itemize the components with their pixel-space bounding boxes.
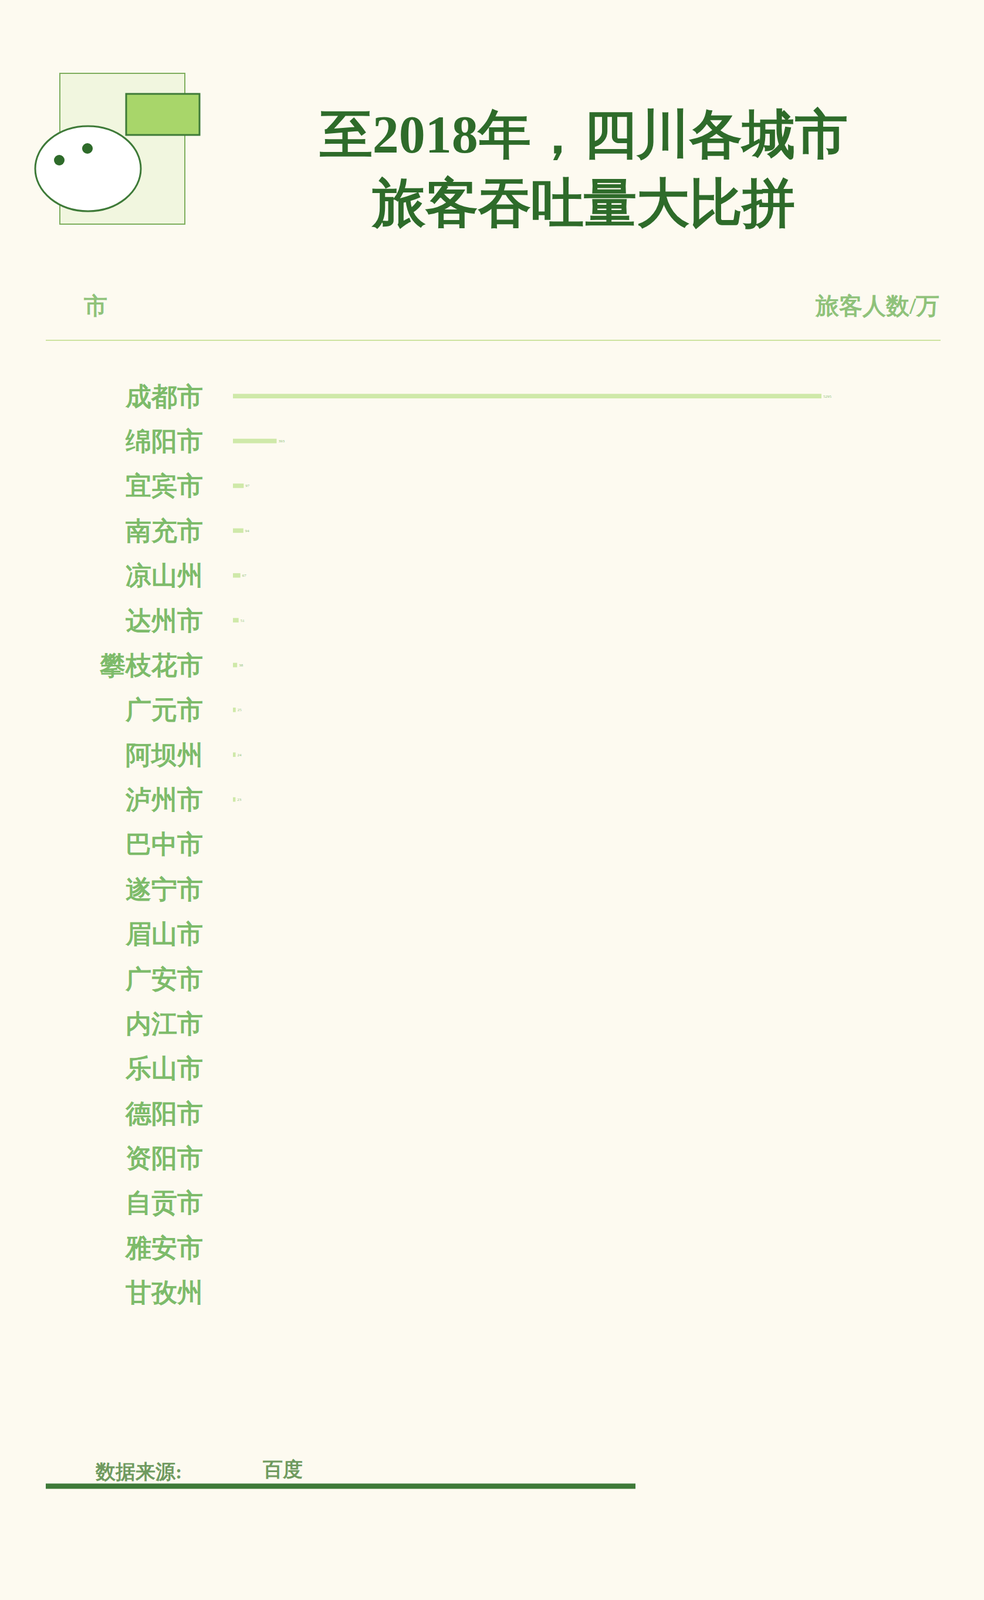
svg-text:乐山市: 乐山市 xyxy=(124,1054,204,1084)
svg-text:25: 25 xyxy=(237,707,242,713)
svg-text:雅安市: 雅安市 xyxy=(124,1233,204,1263)
svg-text:51: 51 xyxy=(240,618,245,623)
svg-text:南充市: 南充市 xyxy=(125,516,204,546)
svg-text:393: 393 xyxy=(278,438,285,444)
svg-text:67: 67 xyxy=(242,573,247,578)
svg-text:94: 94 xyxy=(245,528,250,534)
svg-text:自贡市: 自贡市 xyxy=(125,1188,204,1218)
svg-text:至2018年，四川各城市旅客吞吐量大比拼: 至2018年，四川各城市旅客吞吐量大比拼 xyxy=(319,105,848,233)
svg-text:97: 97 xyxy=(245,483,250,489)
svg-text:广元市: 广元市 xyxy=(124,695,204,725)
svg-text:百度: 百度 xyxy=(262,1458,303,1481)
svg-text:5295: 5295 xyxy=(823,394,832,399)
svg-text:23: 23 xyxy=(237,797,242,803)
svg-text:数据来源:: 数据来源: xyxy=(95,1461,182,1483)
svg-text:广安市: 广安市 xyxy=(124,965,204,994)
svg-text:宜宾市: 宜宾市 xyxy=(125,471,204,501)
svg-text:绵阳市: 绵阳市 xyxy=(124,427,204,456)
svg-text:24: 24 xyxy=(237,752,242,758)
svg-text:达州市: 达州市 xyxy=(125,606,204,636)
svg-text:眉山市: 眉山市 xyxy=(124,920,204,949)
svg-text:凉山州: 凉山州 xyxy=(125,561,204,591)
svg-text:泸州市: 泸州市 xyxy=(124,785,204,815)
svg-text:38: 38 xyxy=(238,663,243,668)
svg-text:成都市: 成都市 xyxy=(124,382,204,412)
svg-text:遂宁市: 遂宁市 xyxy=(125,875,204,905)
svg-text:市: 市 xyxy=(83,292,108,320)
svg-text:巴中市: 巴中市 xyxy=(125,830,204,860)
svg-text:攀枝花市: 攀枝花市 xyxy=(99,651,204,681)
svg-text:资阳市: 资阳市 xyxy=(125,1144,204,1173)
svg-text:德阳市: 德阳市 xyxy=(124,1099,204,1129)
svg-text:阿坝州: 阿坝州 xyxy=(125,741,204,770)
svg-text:甘孜州: 甘孜州 xyxy=(124,1278,204,1308)
svg-text:旅客人数/万: 旅客人数/万 xyxy=(815,292,940,320)
svg-text:内江市: 内江市 xyxy=(125,1009,204,1039)
